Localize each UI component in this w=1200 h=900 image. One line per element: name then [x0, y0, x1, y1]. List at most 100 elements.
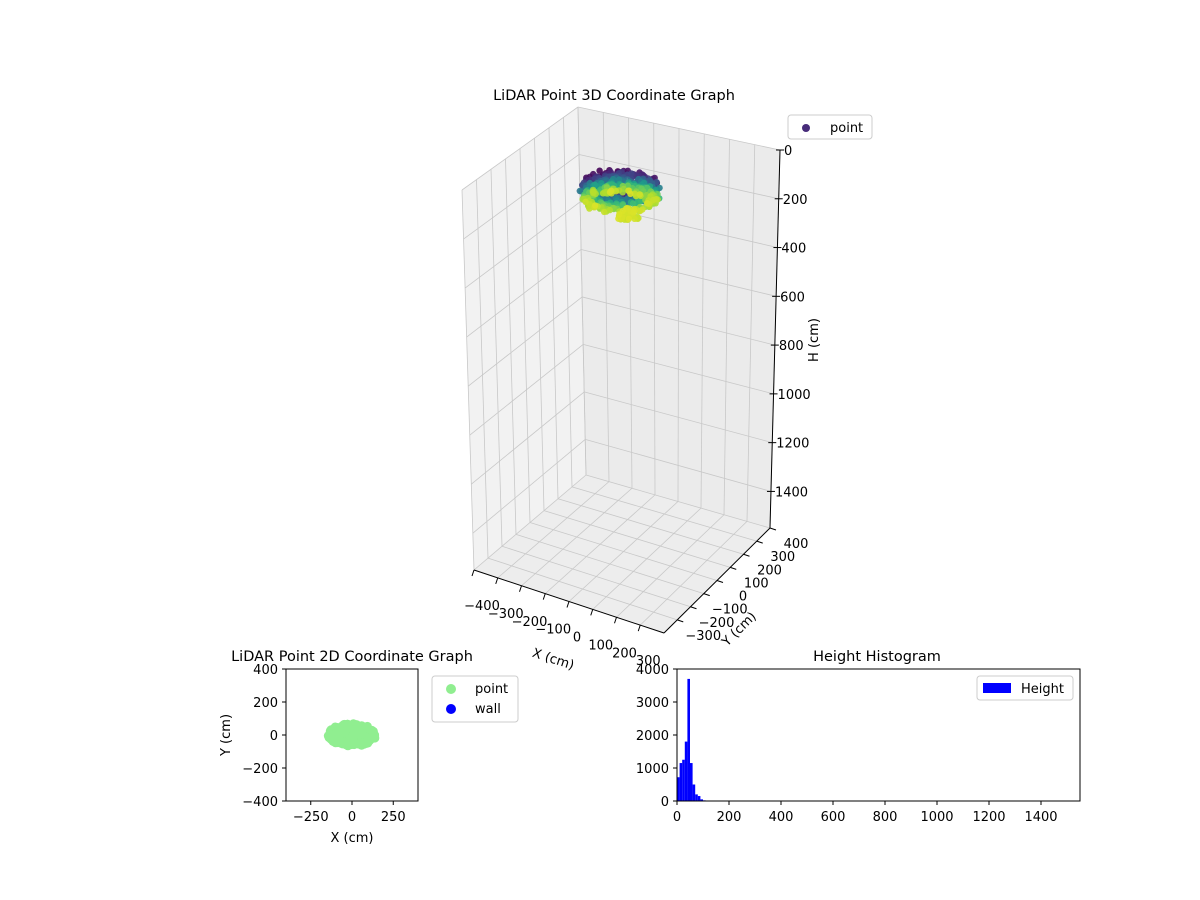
cloud-point — [644, 200, 651, 207]
legend-histogram: Height — [976, 675, 1074, 701]
histogram-bar — [677, 777, 680, 801]
y-tick-3d — [677, 619, 684, 623]
y-tick-label-3d: 200 — [757, 563, 782, 578]
scatter-point-2d — [355, 739, 365, 749]
y-tick-3d — [756, 540, 763, 544]
x-tick-label-hist: 1000 — [920, 810, 953, 825]
z-tick-label-3d: 600 — [780, 290, 805, 305]
histogram-title: Height Histogram — [813, 649, 941, 665]
x-tick-label-3d: 200 — [612, 646, 637, 661]
cloud-point — [627, 190, 634, 197]
histogram-bar — [682, 759, 685, 801]
histogram-bar — [679, 763, 683, 801]
cloud-point — [582, 198, 589, 205]
scatter-point-2d — [339, 728, 349, 738]
z-tick-label-3d: 400 — [781, 242, 806, 257]
x-tick-3d — [590, 609, 594, 616]
x-tick-label-2d: −250 — [293, 810, 329, 825]
histogram-bar — [700, 799, 703, 801]
y-tick-label-hist: 4000 — [636, 663, 669, 678]
y-tick-label-3d: 400 — [784, 537, 809, 552]
y-tick-label-hist: 1000 — [636, 762, 669, 777]
legend-3d-marker — [802, 124, 810, 132]
ticks-2d: −250 0 250 −400 −200 0 200 400 — [242, 663, 405, 825]
y-tick-label-3d: 300 — [770, 550, 795, 565]
x-tick-label-3d: −400 — [464, 599, 500, 614]
y-tick-label-2d: −200 — [242, 762, 278, 777]
y-tick-label-hist: 3000 — [636, 696, 669, 711]
x-tick-3d — [519, 585, 522, 592]
plot-2d: LiDAR Point 2D Coordinate Graph −250 0 250… — [219, 649, 519, 846]
y-tick-label-3d: 100 — [744, 576, 769, 591]
scatter-point-2d — [342, 719, 352, 729]
histogram-bar — [687, 678, 690, 801]
point-cloud — [576, 167, 663, 223]
x-tick-3d — [566, 601, 570, 608]
x-tick-label-3d: 100 — [588, 638, 613, 653]
x-tick-3d — [471, 569, 475, 577]
x-tick-label-hist: 200 — [717, 810, 742, 825]
cloud-point — [629, 200, 637, 207]
y-tick-label-hist: 2000 — [636, 729, 669, 744]
cloud-point — [592, 202, 599, 209]
cloud-point — [606, 189, 614, 196]
x-tick-label-hist: 600 — [821, 810, 846, 825]
x-axis-label-2d: X (cm) — [331, 831, 374, 846]
legend-2d-wall-marker — [446, 704, 456, 714]
x-tick-3d — [542, 593, 546, 600]
scatter-point-2d — [331, 738, 341, 748]
y-tick-label-3d: −100 — [712, 603, 748, 618]
x-tick-label-3d: 0 — [573, 631, 581, 646]
y-tick-3d — [730, 566, 737, 570]
legend-2d: point wall — [431, 675, 519, 723]
cloud-point — [599, 190, 607, 197]
x-tick-label-2d: 0 — [348, 810, 356, 825]
scatter-point-2d — [352, 723, 362, 733]
z-tick-label-3d: 1000 — [778, 388, 811, 403]
y-tick-3d — [703, 593, 710, 597]
x-tick-label-hist: 400 — [769, 810, 794, 825]
cloud-point — [650, 196, 657, 204]
x-tick-label-3d: −300 — [488, 607, 524, 622]
pane-floor — [474, 475, 770, 633]
z-axis-line — [769, 149, 781, 529]
cloud-point — [591, 181, 598, 188]
y-tick-label-hist: 0 — [661, 795, 669, 810]
x-tick-label-3d: −200 — [512, 615, 548, 630]
y-tick-label-2d: 400 — [253, 663, 278, 678]
z-ticks-3d: 0 200 400 600 800 1000 1200 1400 — [766, 144, 811, 500]
y-tick-3d — [716, 580, 724, 583]
z-axis-label-3d: H (cm) — [807, 318, 822, 362]
histogram-bar — [695, 794, 698, 801]
x-tick-label-3d: −100 — [535, 623, 571, 638]
scatter-point-2d — [370, 730, 380, 740]
y-tick-label-2d: −400 — [242, 795, 278, 810]
y-tick-label-3d: −200 — [699, 616, 735, 631]
x-tick-label-3d: 300 — [636, 654, 661, 669]
legend-3d: point — [787, 114, 873, 140]
y-tick-label-2d: 0 — [270, 729, 278, 744]
legend-3d-label: point — [830, 121, 863, 136]
y-tick-3d — [690, 606, 697, 610]
plot-histogram: Height Histogram 0 200 400 600 800 1000 1200 14… — [636, 649, 1081, 825]
cloud-point — [631, 215, 638, 222]
legend-2d-wall-label: wall — [475, 702, 501, 717]
x-tick-label-hist: 800 — [873, 810, 898, 825]
legend-2d-point-label: point — [475, 682, 508, 697]
y-tick-label-2d: 200 — [253, 696, 278, 711]
legend-histogram-label: Height — [1021, 682, 1064, 697]
plot-3d: LiDAR Point 3D Coordinate Graph −400−300… — [461, 88, 873, 673]
legend-histogram-swatch — [983, 683, 1011, 693]
x-tick-3d — [495, 577, 499, 585]
histogram-bar — [692, 784, 696, 801]
y-tick-3d — [769, 527, 777, 531]
z-tick-label-3d: 200 — [783, 193, 808, 208]
histogram-bar — [690, 763, 693, 801]
point-scatter-2d — [323, 719, 380, 751]
cloud-point — [630, 209, 637, 216]
x-tick-label-hist: 1200 — [972, 810, 1005, 825]
histogram-bar — [684, 741, 688, 801]
